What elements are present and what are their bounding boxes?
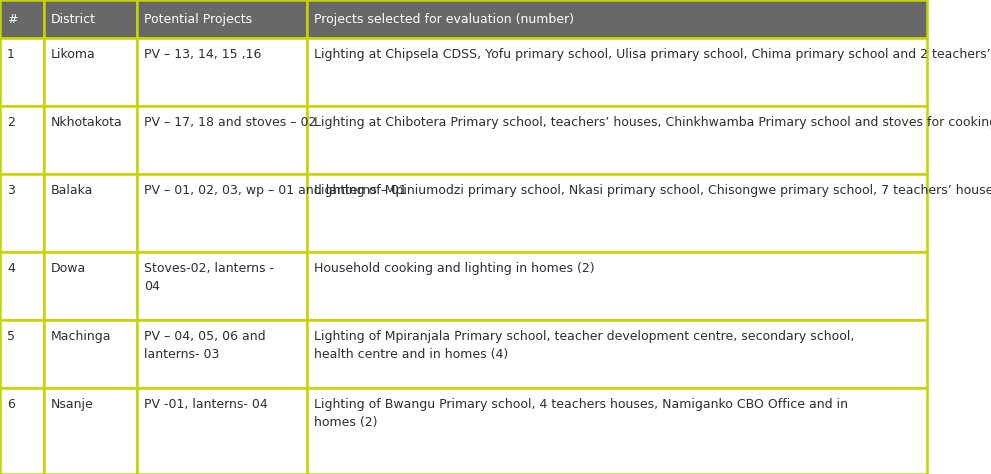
Text: #: # — [7, 12, 18, 26]
Text: 1: 1 — [7, 48, 15, 61]
Text: Lighting of Mpiranjala Primary school, teacher development centre, secondary sch: Lighting of Mpiranjala Primary school, t… — [314, 330, 854, 361]
Bar — [307, 388, 927, 474]
Text: Lighting at Chibotera Primary school, teachers’ houses, Chinkhwamba Primary scho: Lighting at Chibotera Primary school, te… — [314, 116, 991, 129]
Bar — [44, 320, 137, 388]
Text: Nsanje: Nsanje — [51, 398, 94, 411]
Text: Machinga: Machinga — [51, 330, 112, 343]
Text: Nkhotakota: Nkhotakota — [51, 116, 123, 129]
Bar — [307, 106, 927, 174]
Text: Lighting of Bwangu Primary school, 4 teachers houses, Namiganko CBO Office and i: Lighting of Bwangu Primary school, 4 tea… — [314, 398, 848, 429]
Text: Household cooking and lighting in homes (2): Household cooking and lighting in homes … — [314, 262, 595, 275]
Bar — [137, 0, 307, 38]
Bar — [0, 320, 44, 388]
Bar — [307, 0, 927, 38]
Text: PV – 01, 02, 03, wp – 01 and lanterns – 01: PV – 01, 02, 03, wp – 01 and lanterns – … — [144, 184, 407, 197]
Bar — [44, 388, 137, 474]
Text: Lighting of Mpiniumodzi primary school, Nkasi primary school, Chisongwe primary : Lighting of Mpiniumodzi primary school, … — [314, 184, 991, 197]
Text: 3: 3 — [7, 184, 15, 197]
Text: 2: 2 — [7, 116, 15, 129]
Bar — [44, 106, 137, 174]
Bar — [0, 38, 44, 106]
Text: Projects selected for evaluation (number): Projects selected for evaluation (number… — [314, 12, 574, 26]
Bar — [137, 252, 307, 320]
Text: Lighting at Chipsela CDSS, Yofu primary school, Ulisa primary school, Chima prim: Lighting at Chipsela CDSS, Yofu primary … — [314, 48, 991, 61]
Text: PV – 17, 18 and stoves – 02: PV – 17, 18 and stoves – 02 — [144, 116, 316, 129]
Bar — [137, 388, 307, 474]
Bar — [0, 174, 44, 252]
Text: Likoma: Likoma — [51, 48, 96, 61]
Bar — [0, 252, 44, 320]
Bar — [137, 320, 307, 388]
Text: 5: 5 — [7, 330, 15, 343]
Text: PV – 13, 14, 15 ,16: PV – 13, 14, 15 ,16 — [144, 48, 262, 61]
Text: Stoves-02, lanterns -
04: Stoves-02, lanterns - 04 — [144, 262, 274, 293]
Bar — [307, 174, 927, 252]
Bar — [0, 388, 44, 474]
Text: 6: 6 — [7, 398, 15, 411]
Text: 4: 4 — [7, 262, 15, 275]
Bar — [44, 0, 137, 38]
Text: PV – 04, 05, 06 and
lanterns- 03: PV – 04, 05, 06 and lanterns- 03 — [144, 330, 266, 361]
Bar — [137, 106, 307, 174]
Bar — [137, 38, 307, 106]
Text: PV -01, lanterns- 04: PV -01, lanterns- 04 — [144, 398, 268, 411]
Text: Potential Projects: Potential Projects — [144, 12, 252, 26]
Bar — [44, 38, 137, 106]
Bar — [0, 0, 44, 38]
Text: District: District — [51, 12, 96, 26]
Bar — [0, 106, 44, 174]
Bar — [44, 252, 137, 320]
Bar — [137, 174, 307, 252]
Bar — [44, 174, 137, 252]
Text: Dowa: Dowa — [51, 262, 86, 275]
Bar — [307, 320, 927, 388]
Text: Balaka: Balaka — [51, 184, 93, 197]
Bar — [307, 38, 927, 106]
Bar — [307, 252, 927, 320]
